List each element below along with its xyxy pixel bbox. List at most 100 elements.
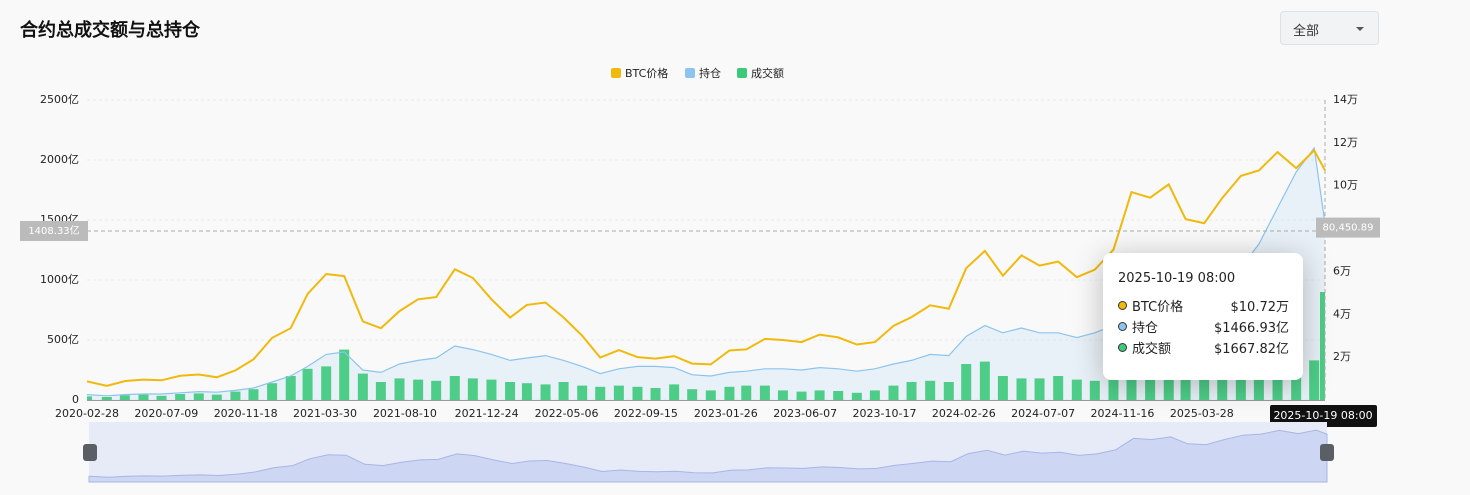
volume-bar: [321, 366, 332, 400]
tooltip-name: 成交额: [1132, 342, 1172, 357]
y-tick-label: 500亿: [47, 333, 79, 346]
volume-bar: [705, 390, 716, 400]
navigator-handle[interactable]: [83, 444, 97, 461]
x-tick-label: 2023-06-07: [773, 407, 837, 420]
crosshair-x-box: [1270, 405, 1377, 427]
crosshair-x-label: 2025-10-19 08:00: [1273, 409, 1372, 422]
volume-bar: [961, 364, 972, 400]
x-tick-label: 2020-11-18: [214, 407, 278, 420]
volume-bar: [997, 376, 1008, 400]
x-tick-label: 2021-08-10: [373, 407, 437, 420]
volume-bar: [1291, 371, 1302, 400]
tooltip-dot: [1118, 343, 1127, 352]
tooltip-row: 成交额 $1667.82亿: [1118, 337, 1289, 358]
volume-bar: [851, 392, 862, 400]
volume-bar: [267, 383, 278, 400]
volume-bar: [687, 389, 698, 400]
tooltip: 2025-10-19 08:00 BTC价格 $10.72万 持仓 $1466.93亿…: [1103, 253, 1303, 380]
volume-bar: [814, 390, 825, 400]
volume-bar: [1163, 366, 1174, 400]
volume-bar: [138, 394, 149, 400]
crosshair-right-label: 80,450.89: [1323, 223, 1374, 234]
legend-label: 成交额: [751, 66, 784, 80]
volume-bar: [650, 388, 661, 400]
volume-bar: [1034, 378, 1045, 400]
volume-bar: [211, 394, 222, 400]
y2-tick-label: 2万: [1333, 350, 1351, 363]
volume-bar: [577, 385, 588, 400]
volume-bar: [906, 382, 917, 400]
tooltip-value: $10.72万: [1230, 300, 1290, 315]
y-tick-label: 1000亿: [40, 273, 79, 286]
y2-tick-label: 6万: [1333, 264, 1351, 277]
volume-bar: [724, 386, 735, 400]
volume-bar: [467, 378, 478, 400]
oi-area: [87, 148, 1325, 400]
volume-bar: [613, 385, 624, 400]
y-tick-label: 2000亿: [40, 153, 79, 166]
legend-swatch: [611, 68, 621, 78]
crosshair-right-box: [1316, 217, 1380, 238]
tooltip-name: 持仓: [1132, 321, 1159, 336]
volume-bar: [595, 386, 606, 400]
x-tick-label: 2021-12-24: [455, 407, 519, 420]
volume-bar: [669, 384, 680, 400]
legend-swatch: [737, 68, 747, 78]
volume-bar: [1053, 376, 1064, 400]
x-tick-label: 2024-02-26: [932, 407, 996, 420]
x-tick-label: 2023-10-17: [853, 407, 917, 420]
volume-bar: [943, 382, 954, 400]
x-tick-label: 2021-03-30: [293, 407, 357, 420]
legend-swatch: [685, 68, 695, 78]
x-tick-label: 2025-03-28: [1170, 407, 1234, 420]
volume-bar: [521, 383, 532, 400]
volume-bar: [1108, 368, 1119, 400]
volume-bar: [1016, 378, 1027, 400]
crosshair-left-box: [20, 221, 88, 242]
volume-bar: [394, 378, 405, 400]
volume-bar: [741, 385, 752, 400]
volume-bar: [431, 380, 442, 400]
volume-bar: [1199, 371, 1210, 400]
volume-bar: [979, 361, 990, 400]
volume-bar: [1089, 380, 1100, 400]
legend-label: 持仓: [699, 66, 721, 80]
volume-bar: [175, 394, 186, 400]
y2-tick-label: 10万: [1333, 179, 1358, 192]
volume-bar: [101, 397, 112, 400]
volume-bar: [632, 386, 643, 400]
legend-label: BTC价格: [625, 66, 668, 80]
volume-bar: [540, 384, 551, 400]
volume-bar: [87, 396, 92, 400]
x-tick-label: 2024-11-16: [1091, 407, 1155, 420]
navigator-handle[interactable]: [1320, 444, 1334, 461]
y-tick-label: 0: [72, 393, 79, 406]
volume-bar: [505, 382, 516, 400]
volume-bar: [302, 368, 313, 400]
volume-bar: [413, 379, 424, 400]
volume-bar: [119, 395, 130, 400]
range-dropdown[interactable]: 全部: [1280, 11, 1379, 45]
x-tick-label: 2022-09-15: [614, 407, 678, 420]
x-tick-label: 2022-05-06: [535, 407, 599, 420]
volume-bar: [486, 379, 497, 400]
volume-bar: [1253, 372, 1264, 400]
volume-bar: [796, 391, 807, 400]
volume-bar: [375, 382, 386, 400]
y2-tick-label: 14万: [1333, 93, 1358, 106]
volume-bar: [1235, 376, 1246, 400]
tooltip-value: $1667.82亿: [1213, 342, 1289, 357]
volume-bar: [1309, 360, 1320, 400]
volume-bar: [193, 393, 204, 400]
tooltip-value: $1466.93亿: [1213, 321, 1289, 336]
volume-bar: [1071, 379, 1082, 400]
volume-bar: [925, 380, 936, 400]
navigator-area: [88, 429, 1328, 483]
y2-tick-label: 12万: [1333, 136, 1358, 149]
tooltip-dot: [1118, 322, 1127, 331]
volume-bar: [285, 376, 296, 400]
volume-bar: [449, 376, 460, 400]
tooltip-dot: [1118, 301, 1127, 310]
